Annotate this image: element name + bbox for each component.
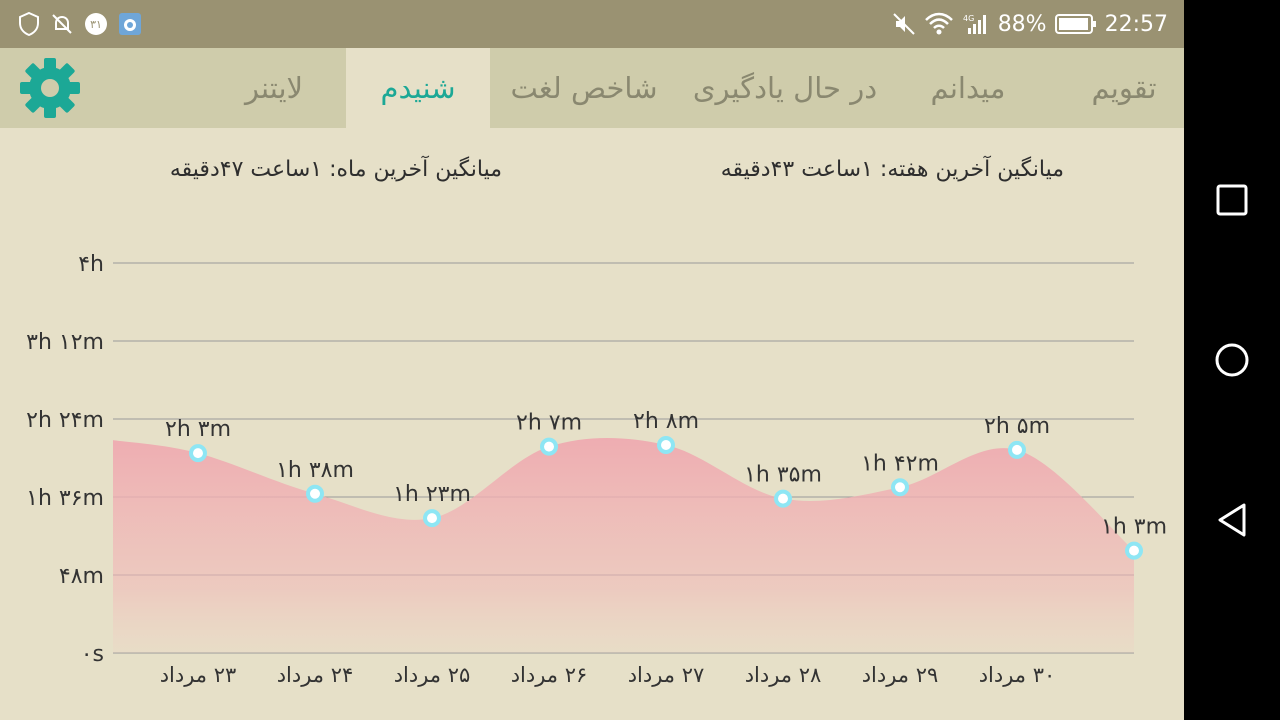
calendar-badge-text: ۳۱: [90, 18, 102, 31]
y-tick-label: ۲h ۲۴m: [26, 408, 104, 433]
data-label: ۲h ۵m: [984, 414, 1050, 439]
battery-percent: 88%: [997, 11, 1047, 37]
data-label: ۱h ۳m: [1101, 515, 1167, 540]
tab-known[interactable]: میدانم: [930, 71, 1006, 105]
mute-icon: [892, 12, 916, 36]
data-point: [1008, 440, 1026, 459]
x-tick-label: ۳۰ مرداد: [979, 663, 1056, 687]
recent-apps-button[interactable]: [1212, 180, 1252, 220]
data-label: ۱h ۳۵m: [744, 463, 822, 488]
calendar-badge-icon: ۳۱: [84, 12, 108, 36]
data-point: [774, 489, 792, 508]
data-point: [1125, 541, 1143, 560]
week-average: میانگین آخرین هفته: ۱ساعت ۴۳دقیقه: [720, 157, 1064, 182]
wifi-icon: [924, 12, 954, 36]
home-button[interactable]: [1212, 340, 1252, 380]
data-label: ۱h ۲۳m: [393, 482, 471, 507]
settings-button[interactable]: [18, 56, 82, 120]
data-point: [891, 478, 909, 497]
navigation-bar: [1184, 0, 1280, 720]
recent-apps-icon: [1216, 184, 1248, 216]
tab-heard[interactable]: شنیدم: [346, 48, 490, 128]
tab-word-index[interactable]: شاخص لغت: [510, 71, 658, 105]
data-point: [423, 509, 441, 528]
y-tick-label: ۱h ۳۶m: [26, 486, 104, 511]
x-tick-label: ۲۷ مرداد: [628, 663, 705, 687]
tab-calendar[interactable]: تقویم: [1091, 71, 1157, 105]
data-label: ۱h ۴۲m: [861, 451, 939, 476]
shield-icon: [18, 12, 40, 36]
status-bar-left: ۳۱: [18, 12, 142, 36]
data-point: [657, 436, 675, 454]
month-average: میانگین آخرین ماه: ۱ساعت ۴۷دقیقه: [169, 157, 502, 182]
home-icon: [1215, 343, 1249, 377]
x-tick-label: ۲۹ مرداد: [862, 663, 939, 687]
y-tick-label: ۴۸m: [59, 564, 104, 589]
clock: 22:57: [1104, 11, 1168, 37]
notifications-off-icon: [50, 12, 74, 36]
battery-icon: [1054, 12, 1097, 36]
back-button[interactable]: [1212, 500, 1252, 540]
back-icon: [1218, 503, 1246, 537]
signal-4g-icon: 4G: [962, 12, 990, 36]
data-label: ۱h ۳۸m: [276, 458, 354, 483]
data-point: [189, 444, 207, 463]
data-label: ۲h ۸m: [633, 409, 699, 434]
data-label: ۲h ۳m: [165, 417, 231, 442]
gear-icon: [20, 58, 80, 118]
x-tick-label: ۲۵ مرداد: [394, 663, 471, 687]
status-bar-right: 4G 88% 22:57: [892, 0, 1168, 48]
data-label: ۲h ۷m: [516, 411, 582, 436]
x-tick-label: ۲۴ مرداد: [277, 663, 354, 687]
app-screen: ۳۱ 4G 88% 22:57 تقویم میدانم د: [0, 0, 1184, 720]
area-series: [113, 437, 1134, 653]
y-tick-label: ۰s: [81, 642, 104, 667]
app-notification-icon: [118, 12, 142, 36]
tab-learning[interactable]: در حال یادگیری: [692, 71, 878, 105]
x-tick-label: ۲۸ مرداد: [745, 663, 822, 687]
x-tick-label: ۲۳ مرداد: [160, 663, 237, 687]
signal-label: 4G: [963, 14, 974, 23]
tab-bar: تقویم میدانم در حال یادگیری شاخص لغت شنی…: [0, 48, 1184, 128]
data-point: [540, 437, 558, 456]
tab-leitner[interactable]: لایتنر: [244, 71, 304, 105]
status-bar: ۳۱ 4G 88% 22:57: [0, 0, 1184, 48]
x-tick-label: ۲۶ مرداد: [511, 663, 588, 687]
y-tick-label: ۴h: [78, 252, 104, 277]
data-point: [306, 484, 324, 503]
y-tick-label: ۳h ۱۲m: [26, 330, 104, 355]
